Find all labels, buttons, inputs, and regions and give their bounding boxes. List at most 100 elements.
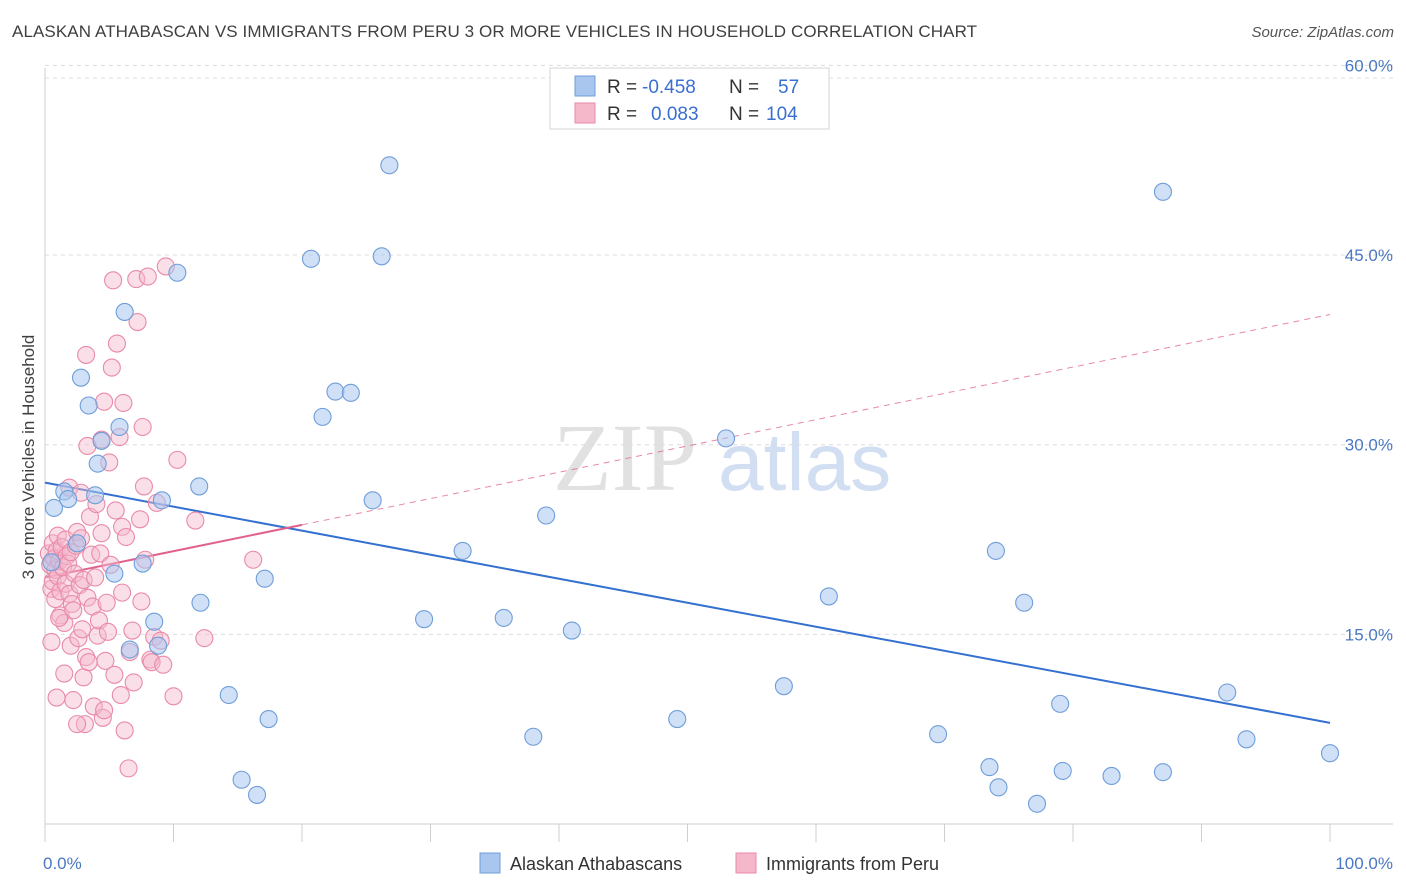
data-point-immigrants-from-peru (74, 570, 93, 590)
data-point-alaskan-athabascans (105, 564, 124, 583)
data-point-alaskan-athabascans (86, 486, 105, 505)
data-point-alaskan-athabascans (71, 368, 91, 387)
data-point-immigrants-from-peru (74, 668, 93, 687)
data-point-immigrants-from-peru (113, 583, 132, 602)
data-point-alaskan-athabascans (562, 621, 581, 640)
data-point-alaskan-athabascans (494, 608, 513, 627)
data-point-immigrants-from-peru (55, 664, 74, 683)
data-point-alaskan-athabascans (537, 506, 556, 525)
data-point-alaskan-athabascans (301, 249, 321, 268)
data-point-immigrants-from-peru (82, 545, 101, 564)
series-legend-label-blue: Alaskan Athabascans (510, 854, 682, 874)
data-point-immigrants-from-peru (77, 345, 96, 364)
data-point-immigrants-from-peru (75, 715, 94, 734)
series-alaskan-athabascans (42, 156, 1340, 813)
data-point-immigrants-from-peru (96, 651, 115, 670)
data-point-alaskan-athabascans (255, 569, 274, 588)
data-point-immigrants-from-peru (111, 685, 130, 705)
trend-lines (44, 313, 1331, 724)
legend-r-value-2: 0.083 (651, 104, 699, 125)
data-point-immigrants-from-peru (77, 648, 96, 667)
data-point-immigrants-from-peru (102, 358, 121, 377)
y-tick-label: 45.0% (1345, 246, 1393, 265)
x-tick-labels: 0.0% 100.0% (43, 854, 1393, 873)
data-point-alaskan-athabascans (313, 407, 332, 426)
data-point-alaskan-athabascans (110, 417, 129, 437)
data-point-alaskan-athabascans (79, 396, 98, 415)
data-point-alaskan-athabascans (152, 491, 171, 510)
data-point-immigrants-from-peru (98, 622, 118, 641)
legend-n-label-2: N = (729, 104, 759, 125)
legend-n-value-2: 104 (766, 104, 798, 125)
data-point-alaskan-athabascans (980, 758, 999, 777)
data-point-immigrants-from-peru (142, 653, 161, 672)
data-point-immigrants-from-peru (69, 629, 88, 648)
data-point-alaskan-athabascans (190, 477, 209, 496)
data-point-alaskan-athabascans (88, 454, 107, 473)
chart-source: Source: ZipAtlas.com (1251, 24, 1394, 41)
data-point-immigrants-from-peru (61, 636, 80, 655)
data-point-immigrants-from-peru (93, 708, 112, 727)
x-tick-label-end: 100.0% (1335, 854, 1393, 873)
data-point-alaskan-athabascans (326, 382, 345, 401)
series-legend-swatch-pink (735, 852, 757, 874)
data-point-immigrants-from-peru (104, 271, 123, 290)
data-point-immigrants-from-peru (68, 715, 87, 734)
data-point-immigrants-from-peru (124, 673, 143, 692)
data-point-alaskan-athabascans (1102, 766, 1121, 786)
data-point-immigrants-from-peru (115, 721, 134, 740)
trend-line-immigrants-from-peru (44, 523, 303, 579)
data-point-alaskan-athabascans (819, 587, 838, 606)
data-point-immigrants-from-peru (47, 688, 66, 707)
data-point-immigrants-from-peru (105, 665, 124, 684)
data-point-immigrants-from-peru (92, 524, 111, 543)
data-point-immigrants-from-peru (64, 601, 83, 620)
data-point-alaskan-athabascans (44, 498, 64, 517)
data-point-alaskan-athabascans (247, 785, 267, 804)
data-point-alaskan-athabascans (1218, 683, 1237, 702)
data-point-alaskan-athabascans (1153, 763, 1172, 782)
correlation-legend: R = -0.458 N = 57 R = 0.083 N = 104 (549, 67, 830, 130)
data-point-immigrants-from-peru (195, 629, 214, 648)
data-point-immigrants-from-peru (123, 621, 142, 640)
data-point-alaskan-athabascans (145, 612, 164, 631)
data-point-alaskan-athabascans (372, 247, 391, 266)
gridlines (45, 64, 1393, 635)
data-point-immigrants-from-peru (134, 477, 153, 496)
data-point-immigrants-from-peru (119, 759, 138, 778)
data-point-alaskan-athabascans (380, 156, 399, 175)
data-point-alaskan-athabascans (774, 677, 793, 696)
data-point-alaskan-athabascans (259, 710, 278, 729)
data-point-alaskan-athabascans (1053, 761, 1072, 780)
data-point-alaskan-athabascans (363, 491, 382, 510)
series-legend-swatch-blue (479, 852, 501, 874)
data-point-immigrants-from-peru (78, 588, 97, 607)
legend-r-label-2: R = (607, 104, 637, 125)
series-legend-label-pink: Immigrants from Peru (766, 854, 939, 874)
data-point-immigrants-from-peru (128, 313, 147, 332)
data-point-alaskan-athabascans (68, 534, 87, 553)
data-point-alaskan-athabascans (149, 636, 168, 655)
data-point-immigrants-from-peru (91, 544, 110, 563)
series-legend: Alaskan Athabascans Immigrants from Peru (479, 852, 939, 874)
data-point-immigrants-from-peru (133, 417, 152, 437)
data-point-immigrants-from-peru (56, 574, 75, 593)
data-point-alaskan-athabascans (524, 727, 543, 746)
x-tick-label-start: 0.0% (43, 854, 82, 873)
data-point-alaskan-athabascans (133, 554, 152, 573)
legend-n-value-1: 57 (778, 77, 799, 98)
data-point-immigrants-from-peru (154, 655, 173, 674)
data-point-alaskan-athabascans (92, 431, 111, 450)
data-point-alaskan-athabascans (219, 685, 238, 705)
data-point-immigrants-from-peru (55, 613, 74, 633)
data-point-immigrants-from-peru (116, 527, 136, 547)
trend-line-immigrants-from-peru-extension (301, 313, 1331, 526)
legend-r-label-1: R = (607, 77, 637, 98)
data-point-immigrants-from-peru (107, 334, 127, 353)
data-point-immigrants-from-peru (65, 564, 84, 583)
data-point-immigrants-from-peru (113, 517, 132, 536)
data-point-alaskan-athabascans (929, 725, 948, 744)
data-point-immigrants-from-peru (186, 511, 205, 530)
data-point-alaskan-athabascans (1015, 593, 1034, 612)
data-point-immigrants-from-peru (88, 626, 107, 645)
